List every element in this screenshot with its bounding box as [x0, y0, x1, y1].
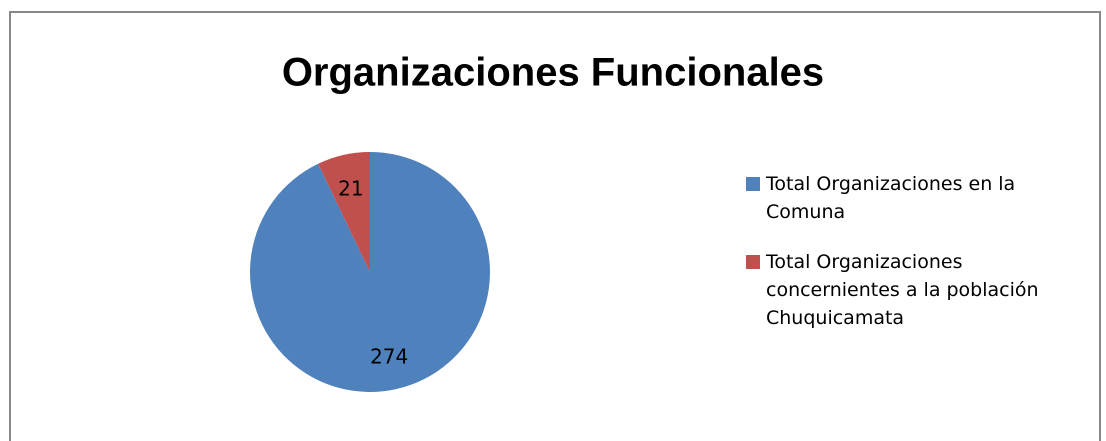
pie-slice: [249, 152, 490, 393]
legend-label: Total Organizaciones en la Comuna: [766, 173, 1016, 223]
legend: Total Organizaciones en la Comuna Total O…: [746, 170, 1086, 354]
chart-title: Organizaciones Funcionales: [282, 51, 824, 95]
data-label: 274: [370, 345, 408, 369]
legend-entry: Total Organizaciones en la Comuna: [746, 170, 1086, 226]
chart-frame: [9, 11, 1101, 441]
legend-swatch: [746, 177, 760, 191]
legend-swatch: [746, 255, 760, 269]
data-label: 21: [338, 176, 363, 200]
legend-label: Total Organizaciones concernientes a la …: [766, 251, 1039, 329]
pie-slice: [318, 152, 370, 272]
legend-entry: Total Organizaciones concernientes a la …: [746, 248, 1086, 332]
